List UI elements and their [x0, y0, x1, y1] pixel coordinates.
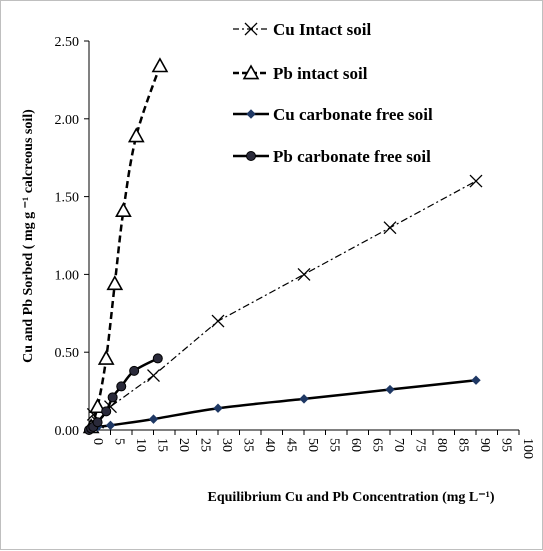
- series-3: [84, 353, 163, 435]
- x-tick-label: 30: [219, 438, 234, 452]
- legend-swatch-marker: [244, 22, 258, 36]
- x-marker-stroke: [383, 221, 397, 235]
- data-point: [211, 314, 225, 328]
- legend-swatch-marker: [246, 109, 256, 119]
- x-marker-stroke: [211, 314, 225, 328]
- x-marker-stroke: [244, 22, 258, 36]
- legend-swatch-marker: [242, 64, 260, 80]
- x-tick-label: 25: [198, 438, 213, 452]
- x-tick-label: 70: [391, 438, 406, 452]
- y-tick-label: 1.50: [55, 191, 80, 206]
- x-marker-stroke: [147, 369, 160, 382]
- y-tick-label: 1.00: [55, 268, 80, 283]
- series-2: [84, 375, 481, 435]
- x-tick-label: 85: [456, 438, 471, 452]
- legend-entry: Pb intact soil: [233, 64, 368, 83]
- data-point: [385, 384, 395, 395]
- y-axis-label: Cu and Pb Sorbed ( mg g ⁻¹ calcreous soi…: [21, 109, 36, 363]
- legend-entry: Cu Intact soil: [233, 20, 372, 39]
- data-point: [101, 406, 112, 417]
- series-line: [89, 65, 162, 428]
- data-point: [148, 414, 159, 424]
- x-tick-label: 80: [434, 438, 449, 452]
- series-line: [88, 378, 477, 432]
- legend-swatch-marker: [246, 151, 256, 161]
- data-point: [297, 267, 311, 281]
- data-point: [89, 398, 106, 414]
- x-tick-label: 10: [133, 438, 148, 452]
- x-axis-label: Equilibrium Cu and Pb Concentration (mg …: [208, 490, 495, 505]
- data-point: [116, 381, 127, 392]
- y-tick-label: 0.50: [55, 346, 80, 361]
- data-point: [106, 275, 124, 291]
- data-point: [97, 349, 115, 365]
- legend-label: Pb intact soil: [273, 64, 368, 83]
- x-marker-stroke: [469, 174, 483, 188]
- x-tick-label: 45: [284, 438, 299, 452]
- data-point: [127, 127, 145, 143]
- x-tick-label: 5: [112, 438, 127, 445]
- data-point: [151, 57, 169, 73]
- x-tick-label: 100: [520, 438, 535, 459]
- series-0: [86, 174, 483, 429]
- x-tick-label: 75: [413, 438, 428, 452]
- legend-entry: Cu carbonate free soil: [233, 105, 433, 124]
- x-tick-label: 90: [477, 438, 492, 452]
- x-tick-label: 35: [241, 438, 256, 452]
- x-tick-label: 20: [176, 438, 191, 452]
- data-point: [147, 369, 160, 382]
- data-point: [105, 420, 116, 431]
- x-tick-label: 60: [348, 438, 363, 452]
- legend-label: Cu Intact soil: [273, 20, 372, 39]
- y-tick-label: 0.00: [55, 424, 80, 439]
- x-marker-stroke: [297, 267, 311, 281]
- data-point: [471, 375, 481, 385]
- data-point: [213, 403, 223, 413]
- x-tick-label: 0: [90, 438, 105, 445]
- y-tick-label: 2.00: [55, 113, 80, 128]
- data-point: [383, 221, 397, 235]
- y-tick-label: 2.50: [55, 35, 80, 50]
- x-tick-label: 65: [370, 438, 385, 452]
- legend-entry: Pb carbonate free soil: [233, 147, 431, 166]
- data-point: [469, 174, 483, 188]
- data-point: [299, 394, 309, 404]
- x-tick-label: 50: [305, 438, 320, 452]
- legend-label: Pb carbonate free soil: [273, 147, 431, 166]
- x-tick-label: 95: [499, 438, 514, 452]
- series-line: [92, 180, 477, 424]
- x-tick-label: 55: [327, 438, 342, 452]
- data-point: [92, 417, 103, 428]
- data-point: [152, 353, 163, 364]
- data-point: [129, 365, 140, 376]
- legend-label: Cu carbonate free soil: [273, 105, 433, 124]
- x-tick-label: 15: [155, 438, 170, 452]
- x-tick-label: 40: [262, 438, 277, 452]
- data-point: [115, 201, 132, 218]
- data-point: [107, 392, 118, 403]
